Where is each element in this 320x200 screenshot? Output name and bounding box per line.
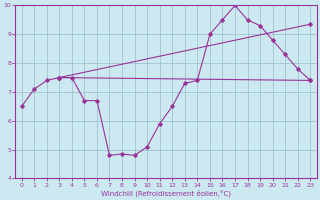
X-axis label: Windchill (Refroidissement éolien,°C): Windchill (Refroidissement éolien,°C) — [101, 189, 231, 197]
